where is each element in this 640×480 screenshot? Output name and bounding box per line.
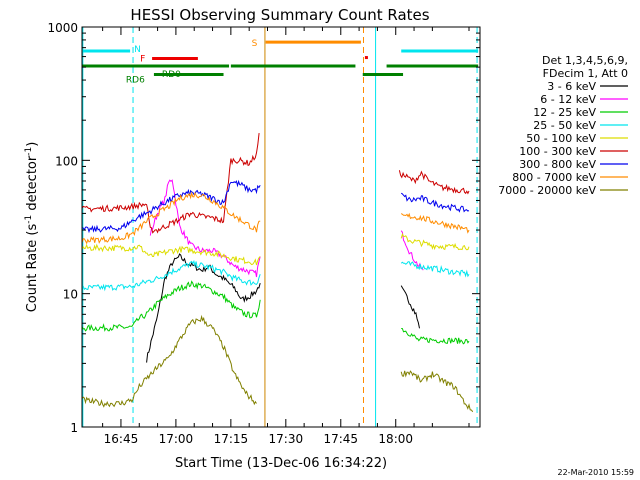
series-line-6-a — [81, 179, 261, 234]
y-axis-label-suffix: ) — [25, 142, 40, 147]
legend-label-7: 800 - 7000 keV — [512, 171, 596, 184]
series-line-8-a — [81, 314, 257, 408]
legend-label-2: 12 - 25 keV — [533, 106, 596, 119]
red-marker — [364, 56, 368, 60]
legend-header-0: Det 1,3,4,5,6,9, — [542, 54, 628, 67]
series-line-3-b — [400, 261, 470, 278]
chart-title: HESSI Observing Summary Count Rates — [130, 6, 429, 24]
legend-label-8: 7000 - 20000 keV — [498, 184, 596, 197]
x-axis-label: Start Time (13-Dec-06 16:34:22) — [175, 456, 387, 471]
legend-header-1: FDecim 1, Att 0 — [543, 67, 628, 80]
series-line-3-a — [82, 259, 261, 292]
series-line-1-a — [149, 179, 261, 278]
flag-label-3: RD0 — [162, 70, 181, 80]
legend-label-5: 100 - 300 keV — [519, 145, 596, 158]
x-tick-label-3: 17:30 — [269, 432, 304, 446]
y-tick-label-3: 1000 — [47, 21, 78, 35]
series-lines — [81, 133, 474, 413]
legend-label-4: 50 - 100 keV — [526, 132, 596, 145]
observing-flag-bars: NF S RD0 RD6 — [82, 39, 479, 86]
y-axis-label-mid: detector — [25, 155, 40, 215]
y-axis-label-sup2: -1 — [24, 147, 34, 156]
x-tick-label-4: 17:45 — [323, 432, 358, 446]
series-line-4-a — [81, 243, 261, 266]
plot-frame — [81, 26, 481, 428]
series-line-7-a — [81, 191, 261, 245]
y-tick-label-2: 100 — [55, 154, 78, 168]
series-line-2-a — [81, 280, 261, 332]
legend-label-1: 6 - 12 keV — [540, 93, 596, 106]
series-line-5-a — [81, 133, 260, 234]
series-line-2-b — [401, 328, 470, 345]
series-line-8-b — [400, 370, 474, 413]
legend-label-6: 300 - 800 keV — [519, 158, 596, 171]
x-tick-label-1: 17:00 — [159, 432, 194, 446]
y-tick-label-0: 1 — [70, 421, 78, 435]
y-axis-label-sup: -1 — [24, 215, 34, 224]
flag-label-1: F — [140, 55, 145, 65]
flag-label-4: RD6 — [126, 76, 145, 86]
legend: Det 1,3,4,5,6,9,FDecim 1, Att 03 - 6 keV… — [498, 54, 628, 197]
flag-label-0: N — [134, 45, 141, 55]
series-line-4-b — [400, 232, 470, 251]
x-tick-label-5: 18:00 — [378, 432, 413, 446]
legend-label-0: 3 - 6 keV — [547, 80, 596, 93]
y-tick-label-1: 10 — [63, 288, 78, 302]
series-line-7-b — [400, 212, 470, 234]
footer-date: 22-Mar-2010 15:59 — [558, 468, 635, 477]
series-line-1-b — [400, 230, 424, 271]
y-axis-label-prefix: Count Rate (s — [25, 224, 40, 313]
y-axis-label: Count Rate (s-1 detector-1) — [24, 142, 40, 313]
series-line-6-b — [400, 192, 470, 213]
series-line-5-b — [398, 170, 470, 195]
x-tick-label-0: 16:45 — [104, 432, 139, 446]
series-line-0-b — [400, 285, 420, 329]
x-tick-label-2: 17:15 — [214, 432, 249, 446]
series-line-0-a — [146, 253, 261, 363]
legend-label-3: 25 - 50 keV — [533, 119, 596, 132]
axes: 16:45 17:00 17:15 17:30 17:45 18:00 1 10 100 1000 — [47, 21, 480, 446]
event-vertical-lines — [82, 27, 478, 427]
flag-label-2: S — [252, 39, 258, 49]
